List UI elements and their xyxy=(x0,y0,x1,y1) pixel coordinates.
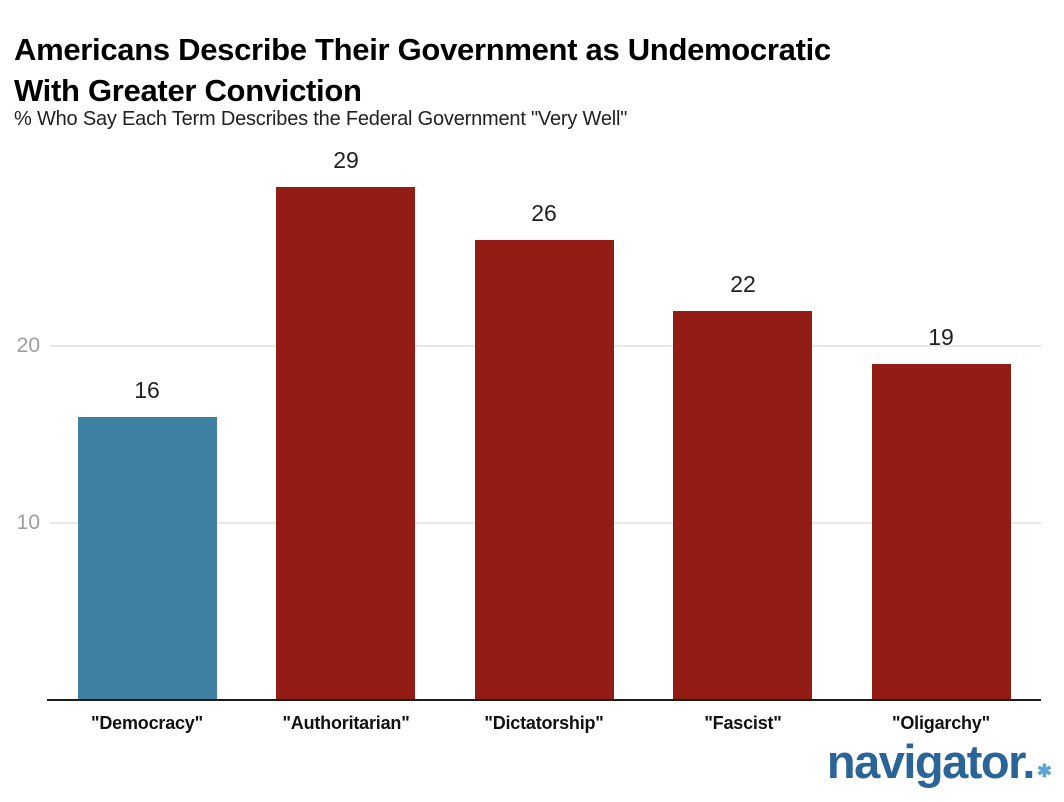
x-axis-category-label: "Democracy" xyxy=(91,713,203,733)
x-axis-category-label: "Oligarchy" xyxy=(892,713,990,733)
bar-value-label: 22 xyxy=(730,271,756,297)
chart-subtitle: % Who Say Each Term Describes the Federa… xyxy=(14,108,628,130)
chart-title-line-1: Americans Describe Their Government as U… xyxy=(14,31,831,67)
chart-title-line-2: With Greater Conviction xyxy=(14,72,362,108)
bar-value-label: 19 xyxy=(928,324,954,350)
navigator-logo-text: navigator. xyxy=(826,735,1036,788)
x-axis-category-label: "Dictatorship" xyxy=(484,713,604,733)
x-axis-line xyxy=(47,699,1041,701)
y-axis-tick-label: 10 xyxy=(16,511,40,534)
bar xyxy=(276,187,415,700)
bar-value-label: 29 xyxy=(333,147,359,173)
bar xyxy=(673,311,812,700)
y-axis-tick-label: 20 xyxy=(16,334,40,357)
bar xyxy=(872,364,1011,700)
bar xyxy=(78,417,217,700)
navigator-logo: navigator. ✱ xyxy=(827,736,1052,788)
chart-title: Americans Describe Their Government as U… xyxy=(14,29,831,111)
x-axis-category-label: "Authoritarian" xyxy=(282,713,410,733)
navigator-logo-asterisk-icon: ✱ xyxy=(1036,760,1052,781)
x-axis-category-label: "Fascist" xyxy=(704,713,782,733)
bar xyxy=(475,240,614,700)
bar-value-label: 26 xyxy=(531,200,557,226)
bar-value-label: 16 xyxy=(134,377,160,403)
